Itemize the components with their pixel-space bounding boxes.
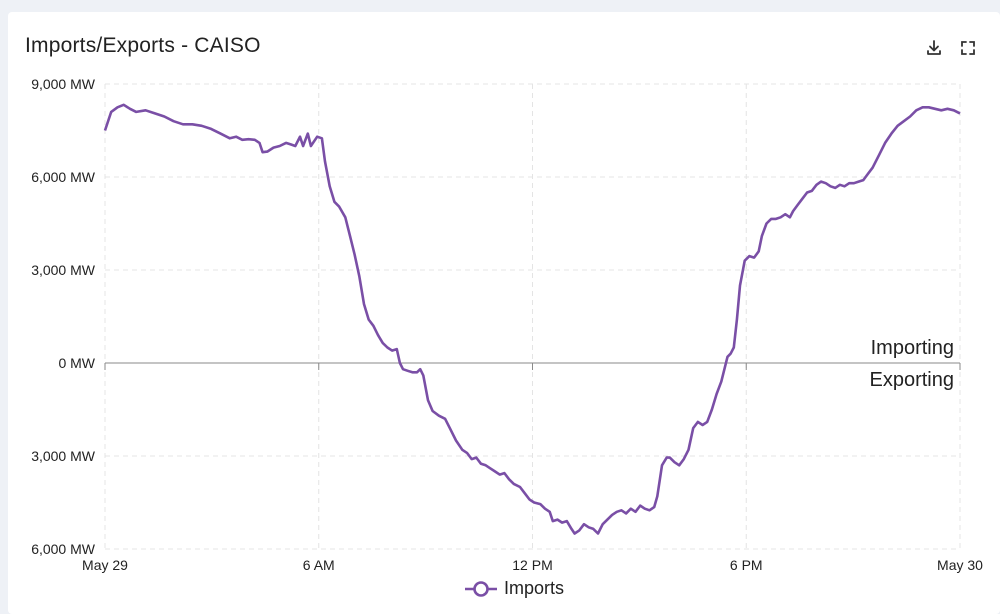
download-button[interactable] bbox=[924, 38, 944, 58]
exporting-label: Exporting bbox=[870, 369, 955, 391]
y-tick-label: 3,000 MW bbox=[31, 448, 96, 464]
y-tick-label: 6,000 MW bbox=[31, 541, 96, 557]
y-tick-label: 0 MW bbox=[58, 355, 95, 371]
x-tick-label: May 30 bbox=[937, 557, 983, 573]
chart-toolbar bbox=[924, 38, 978, 58]
y-tick-label: 9,000 MW bbox=[31, 76, 96, 92]
fullscreen-icon bbox=[961, 41, 975, 55]
x-tick-label: May 29 bbox=[82, 557, 128, 573]
chart-title: Imports/Exports - CAISO bbox=[25, 34, 261, 57]
imports-series-line bbox=[103, 103, 961, 535]
importing-label: Importing bbox=[871, 337, 954, 359]
x-tick-label: 6 PM bbox=[730, 557, 763, 573]
y-tick-label: 6,000 MW bbox=[31, 169, 96, 185]
legend-label: Imports bbox=[504, 578, 565, 598]
chart-card: Imports/Exports - CAISO 9,000 MW 6,000 MW… bbox=[8, 12, 1000, 614]
download-icon bbox=[927, 40, 941, 55]
x-tick-label: 12 PM bbox=[512, 557, 552, 573]
chart-plot: 9,000 MW 6,000 MW 3,000 MW 0 MW 3,000 MW 6,00… bbox=[31, 76, 983, 573]
legend-marker-icon bbox=[465, 580, 497, 597]
x-tick-label: 6 AM bbox=[303, 557, 335, 573]
y-tick-label: 3,000 MW bbox=[31, 262, 96, 278]
legend-item-imports[interactable]: Imports bbox=[464, 578, 564, 599]
fullscreen-button[interactable] bbox=[958, 38, 978, 58]
